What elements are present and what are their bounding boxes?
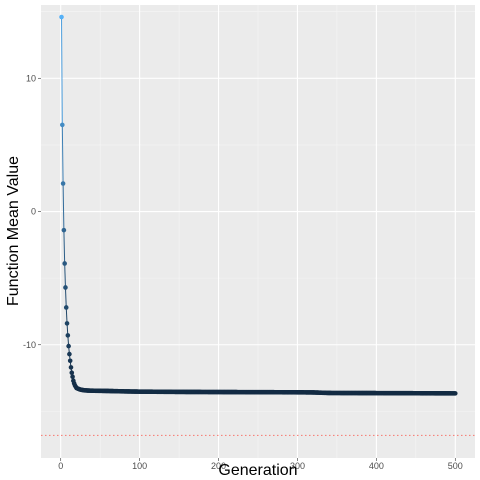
data-point <box>67 351 72 357</box>
y-axis-title: Function Mean Value <box>5 156 22 306</box>
x-tick-label: 0 <box>58 461 63 471</box>
axes: 0 100 200 300 400 500 -10 0 10 <box>23 73 463 471</box>
grid <box>41 5 475 458</box>
series-line-segment <box>61 124 64 184</box>
data-point <box>69 370 75 376</box>
series-line-segment <box>65 307 68 324</box>
data-point <box>67 358 73 364</box>
series-line-segment <box>64 287 67 308</box>
data-point <box>64 321 70 326</box>
data-point <box>452 391 458 396</box>
y-tick-label: 0 <box>31 207 36 217</box>
data-point <box>59 14 64 20</box>
x-tick-label: 400 <box>369 461 384 471</box>
data-point <box>68 365 74 370</box>
series-line-segment <box>64 263 66 288</box>
data-point <box>61 227 67 233</box>
x-axis-title: Generation <box>218 462 297 479</box>
y-tick-label: 10 <box>26 73 36 83</box>
data-point <box>62 261 67 266</box>
y-tick-label: -10 <box>23 340 36 350</box>
x-tick-label: 300 <box>290 461 305 471</box>
series-line-segment <box>62 183 65 231</box>
x-tick-label: 500 <box>448 461 463 471</box>
data-point <box>65 333 71 338</box>
data-point <box>66 343 71 349</box>
data-point <box>63 305 69 310</box>
data-point <box>63 285 68 290</box>
data-point <box>60 122 65 128</box>
x-tick-label: 100 <box>132 461 147 471</box>
series-layer <box>59 14 458 396</box>
x-tick-label: 200 <box>211 461 226 471</box>
series-line-segment <box>61 16 63 125</box>
series-line-segment <box>63 230 66 264</box>
data-point <box>60 181 66 186</box>
data-point <box>70 374 75 380</box>
